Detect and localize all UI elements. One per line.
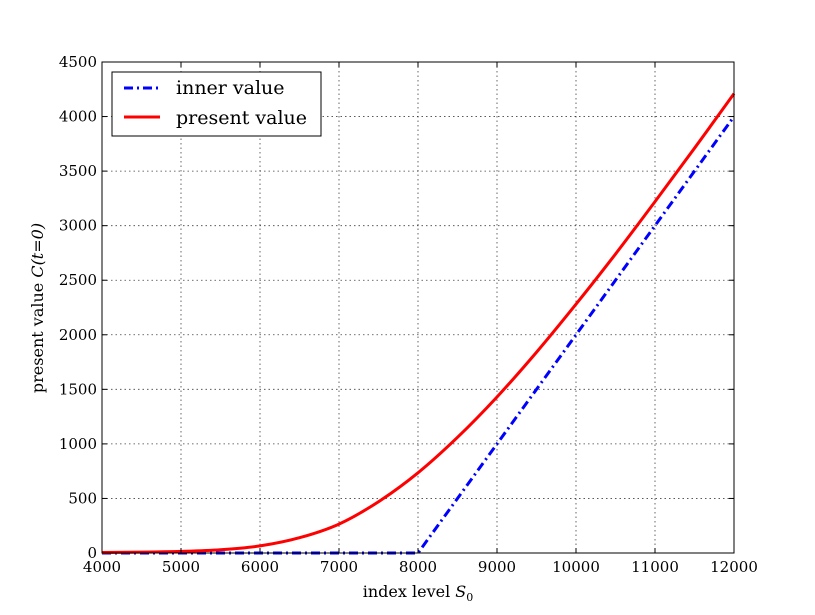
ticks: 4000 5000 6000 7000 8000 9000 10000 11000 12000 0…: [59, 53, 758, 576]
x-tick-label: 12000: [710, 558, 758, 576]
y-tick-label: 0: [87, 544, 97, 562]
y-axis-label: present value C(t=0): [28, 223, 47, 393]
x-tick-label: 4000: [83, 558, 121, 576]
grid: [102, 62, 734, 553]
y-tick-label: 4000: [59, 108, 97, 126]
x-axis-label: index level S0: [363, 582, 474, 604]
y-tick-label: 2000: [59, 326, 97, 344]
series-line-present-value: [101, 92, 736, 554]
y-tick-label: 3000: [59, 217, 97, 235]
y-tick-label: 500: [68, 489, 97, 507]
legend-label-present-value: present value: [176, 107, 307, 129]
x-tick-label: 11000: [631, 558, 679, 576]
legend-label-inner-value: inner value: [176, 77, 285, 99]
x-tick-label: 7000: [320, 558, 358, 576]
y-tick-label: 4500: [59, 53, 97, 71]
x-tick-label: 10000: [552, 558, 600, 576]
x-tick-label: 8000: [399, 558, 437, 576]
y-tick-label: 3500: [59, 162, 97, 180]
series-layer: [101, 92, 736, 555]
x-tick-label: 5000: [162, 558, 200, 576]
legend-box: [111, 71, 322, 137]
x-tick-label: 6000: [241, 558, 279, 576]
legend: inner value present value: [111, 71, 322, 137]
y-tick-label: 2500: [59, 271, 97, 289]
y-tick-label: 1500: [59, 380, 97, 398]
x-tick-label: 9000: [478, 558, 516, 576]
y-tick-label: 1000: [59, 435, 97, 453]
